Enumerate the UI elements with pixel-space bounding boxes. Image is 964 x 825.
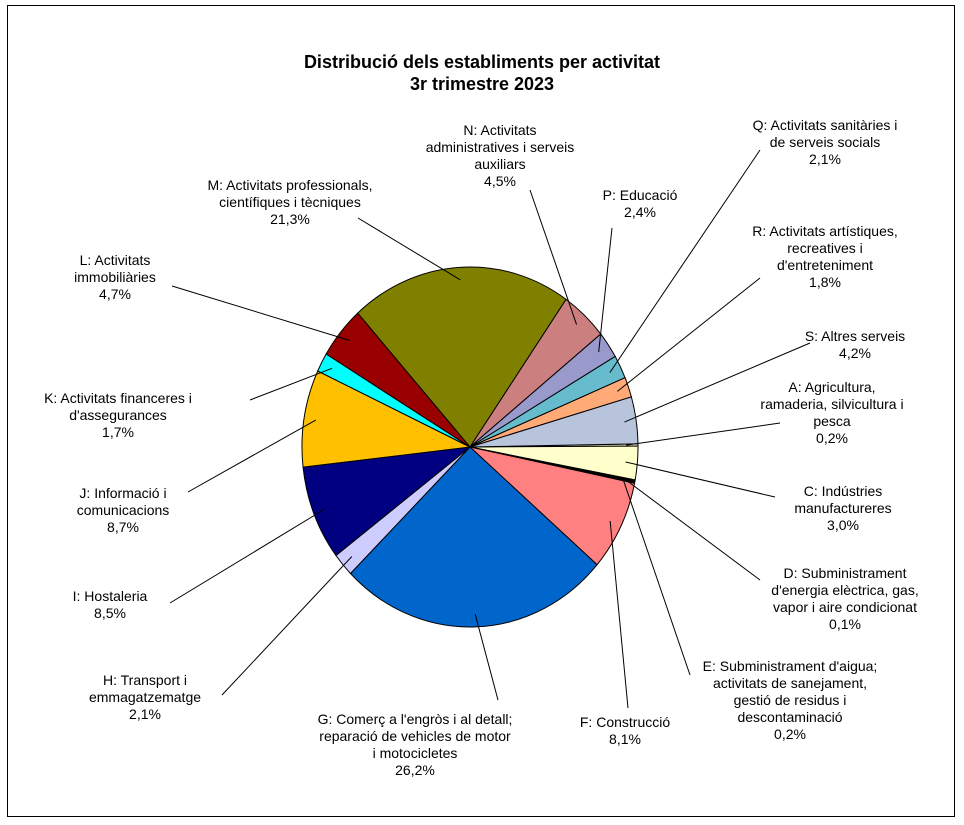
slice-label-g: G: Comerç a l'engròs i al detall; reparac… <box>318 711 513 778</box>
slice-label-h: H: Transport i emmagatzematge 2,1% <box>89 672 201 722</box>
slice-label-i: I: Hostaleria 8,5% <box>73 588 148 621</box>
leader-line-a <box>626 422 781 446</box>
slice-label-m: M: Activitats professionals, científiques… <box>208 177 373 227</box>
slice-label-p: P: Educació 2,4% <box>603 187 678 220</box>
leader-line-r <box>617 277 761 392</box>
leader-line-n <box>529 189 578 325</box>
pie-slice-m <box>357 266 567 448</box>
slice-label-e: E: Subministrament d'aigua; activitats de… <box>703 658 878 742</box>
chart-title: Distribució dels establiments per activi… <box>303 52 661 72</box>
slice-label-l: L: Activitats immobiliàries 4,7% <box>74 252 156 302</box>
pie-slice-f <box>468 446 636 566</box>
slice-label-d: D: Subministrament d'energia elèctrica, g… <box>771 565 918 632</box>
leader-line-c <box>625 461 776 498</box>
pie-slice-i <box>302 446 472 557</box>
slice-label-q: Q: Activitats sanitàries i de serveis soc… <box>753 117 898 167</box>
leader-line-e <box>622 479 691 676</box>
leader-line-p <box>598 227 613 353</box>
leader-line-g <box>474 614 499 701</box>
slice-label-n: N: Activitats administratives i serveis au… <box>426 122 575 189</box>
leader-line-m <box>357 217 461 281</box>
slice-label-a: A: Agricultura, ramaderia, silvicultura i… <box>760 379 903 446</box>
leader-line-h <box>221 556 353 696</box>
slice-label-c: C: Indústries manufactureres 3,0% <box>794 483 891 533</box>
leader-line-j <box>187 419 317 493</box>
slice-label-f: F: Construcció 8,1% <box>580 714 670 747</box>
slice-labels: A: Agricultura, ramaderia, silvicultura i… <box>44 117 919 778</box>
pie-slice-g <box>349 446 598 628</box>
leader-line-q <box>609 149 761 373</box>
slice-label-j: J: Informació i comunicacions 8,7% <box>77 485 170 535</box>
leader-lines <box>169 149 811 709</box>
leader-line-k <box>249 367 333 401</box>
slice-label-k: K: Activitats financeres i d'assegurances… <box>44 390 192 440</box>
pie-slice-j <box>301 370 472 468</box>
leader-line-f <box>609 520 629 709</box>
pie-slices <box>301 266 639 628</box>
leader-line-d <box>623 477 761 581</box>
chart-subtitle: 3r trimestre 2023 <box>409 74 555 94</box>
leader-line-l <box>171 285 350 341</box>
leader-line-s <box>624 342 811 423</box>
leader-line-i <box>169 508 326 604</box>
slice-label-s: S: Altres serveis 4,2% <box>805 328 905 361</box>
